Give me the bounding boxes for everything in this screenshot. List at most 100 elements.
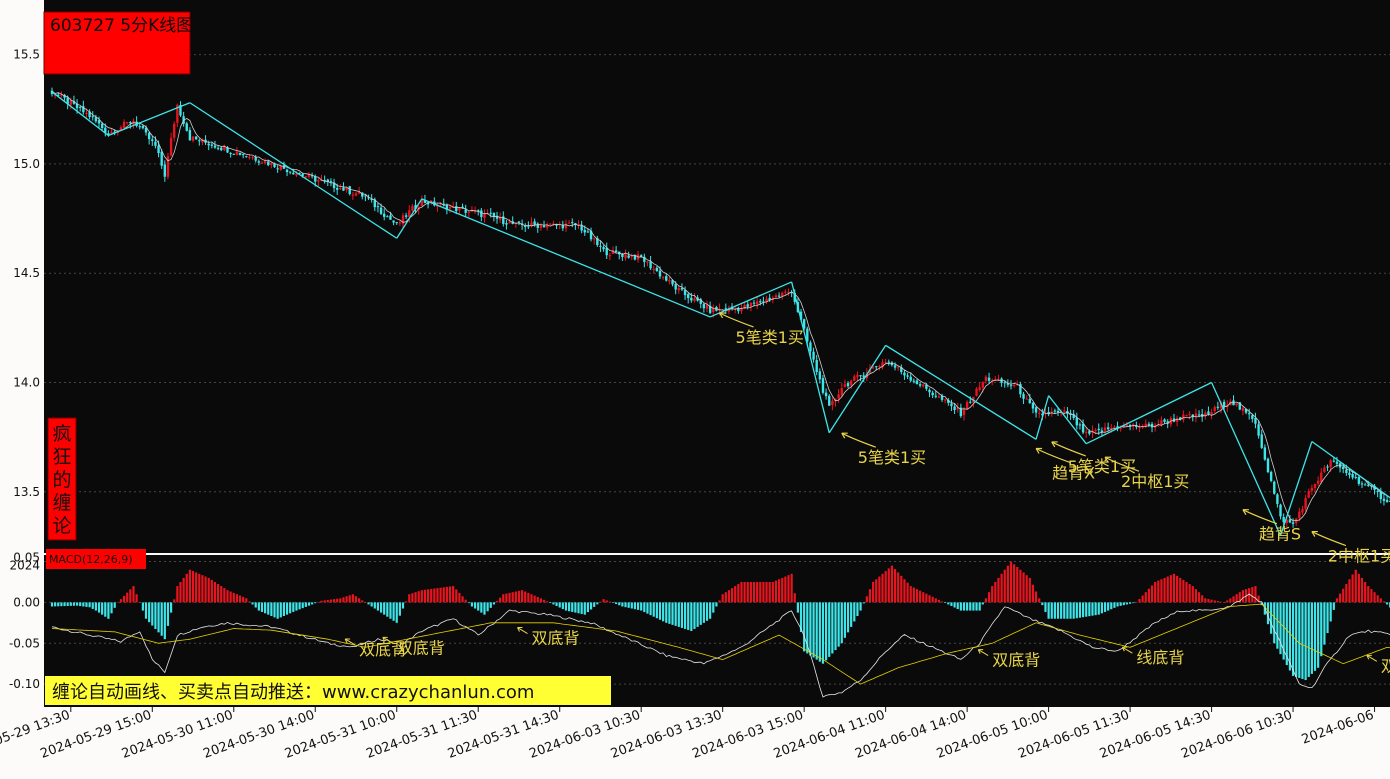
macd-bar — [176, 586, 179, 603]
macd-bar — [821, 602, 825, 664]
macd-bar — [1166, 576, 1169, 603]
macd-bar — [339, 598, 342, 603]
bi-segment — [1035, 395, 1050, 440]
macd-bar — [455, 589, 458, 603]
x-tick-overlap: 2024 — [9, 559, 40, 573]
bi-segment — [1279, 441, 1313, 536]
candle-body — [1282, 517, 1285, 523]
macd-bar — [850, 602, 853, 627]
bi-segment — [1085, 381, 1212, 445]
macd-bar — [169, 602, 173, 613]
annotation-arrow — [1035, 447, 1071, 464]
macd-bar — [135, 594, 138, 603]
macd-bar — [426, 589, 430, 603]
candle-body — [965, 401, 969, 410]
candle-body — [1357, 477, 1361, 484]
candle-body — [1166, 421, 1169, 424]
macd-bar — [398, 602, 401, 616]
macd-bar — [1370, 589, 1373, 603]
candle-body — [1235, 403, 1238, 406]
candle-body — [655, 267, 659, 272]
macd-bar — [997, 577, 1000, 603]
candle-body — [1160, 420, 1163, 425]
macd-bar — [1332, 602, 1335, 610]
candle-body — [683, 289, 687, 296]
macd-bar — [94, 602, 97, 611]
candle-body — [533, 221, 536, 225]
macd-bar — [561, 602, 564, 610]
candle-body — [426, 202, 430, 205]
ma-line — [51, 90, 1390, 522]
macd-bar — [395, 602, 398, 623]
candle-body — [364, 195, 367, 197]
candle-body — [213, 145, 217, 148]
candle-body — [216, 147, 220, 149]
candle-body — [536, 223, 539, 228]
macd-bar — [1081, 602, 1085, 618]
macd-bar — [1110, 602, 1113, 610]
candle-body — [981, 382, 984, 388]
price-tick-label: 13.5 — [13, 485, 40, 499]
candle-body — [1138, 427, 1141, 429]
candle-body — [878, 366, 881, 368]
macd-bar — [1223, 602, 1226, 603]
candle-body — [257, 161, 261, 163]
macd-bar — [1338, 593, 1342, 603]
macd-bar — [580, 602, 583, 614]
candle-body — [677, 288, 680, 291]
candle-body — [862, 375, 865, 377]
bi-segment — [709, 281, 792, 318]
macd-bar — [276, 602, 279, 619]
candle-body — [806, 328, 809, 342]
macd-bar — [264, 602, 267, 614]
candle-body — [564, 223, 568, 229]
macd-bar — [1232, 596, 1235, 603]
candle-body — [630, 255, 633, 257]
macd-bar — [1194, 589, 1198, 603]
macd-bar — [238, 595, 242, 603]
price-gridlines — [44, 54, 1390, 493]
candle-body — [768, 297, 771, 301]
macd-bar — [799, 602, 803, 633]
candle-body — [1081, 423, 1085, 433]
candle-body — [323, 180, 326, 182]
candle-body — [423, 200, 427, 204]
macd-bar — [1072, 602, 1075, 619]
candle-body — [577, 224, 580, 226]
macd-bar — [919, 590, 922, 603]
macd-bar — [568, 602, 571, 612]
candle-body — [185, 123, 188, 131]
macd-bar — [461, 596, 464, 603]
candle-body — [821, 378, 825, 393]
macd-bar — [1323, 602, 1326, 645]
macd-annotation-label: 线底背 — [1136, 648, 1184, 667]
macd-annotation-arrow — [344, 638, 356, 646]
candle-body — [292, 172, 295, 175]
side-label-char: 的 — [52, 469, 71, 491]
candle-body — [329, 181, 333, 183]
candle-body — [1313, 483, 1317, 488]
macd-bar — [1085, 602, 1088, 617]
macd-bar — [489, 602, 492, 608]
macd-bar — [627, 602, 630, 608]
candle-body — [395, 222, 398, 224]
candle-body — [1291, 522, 1295, 524]
macd-bar — [392, 602, 395, 621]
macd-bar — [464, 599, 467, 603]
candle-body — [1006, 383, 1010, 385]
macd-bar — [154, 602, 157, 629]
candle-body — [561, 224, 565, 229]
macd-bar — [1172, 573, 1176, 603]
macd-bar — [768, 581, 771, 603]
macd-bar — [389, 602, 392, 619]
candle-body — [489, 212, 492, 214]
candle-body — [455, 206, 458, 212]
macd-bar — [1154, 581, 1157, 603]
candle-body — [1216, 406, 1220, 408]
macd-bar — [912, 587, 915, 603]
candle-body — [1257, 424, 1260, 436]
macd-bar — [652, 602, 655, 617]
candle-body — [846, 383, 850, 387]
macd-bar — [1097, 602, 1100, 615]
candle-body — [1207, 411, 1210, 414]
